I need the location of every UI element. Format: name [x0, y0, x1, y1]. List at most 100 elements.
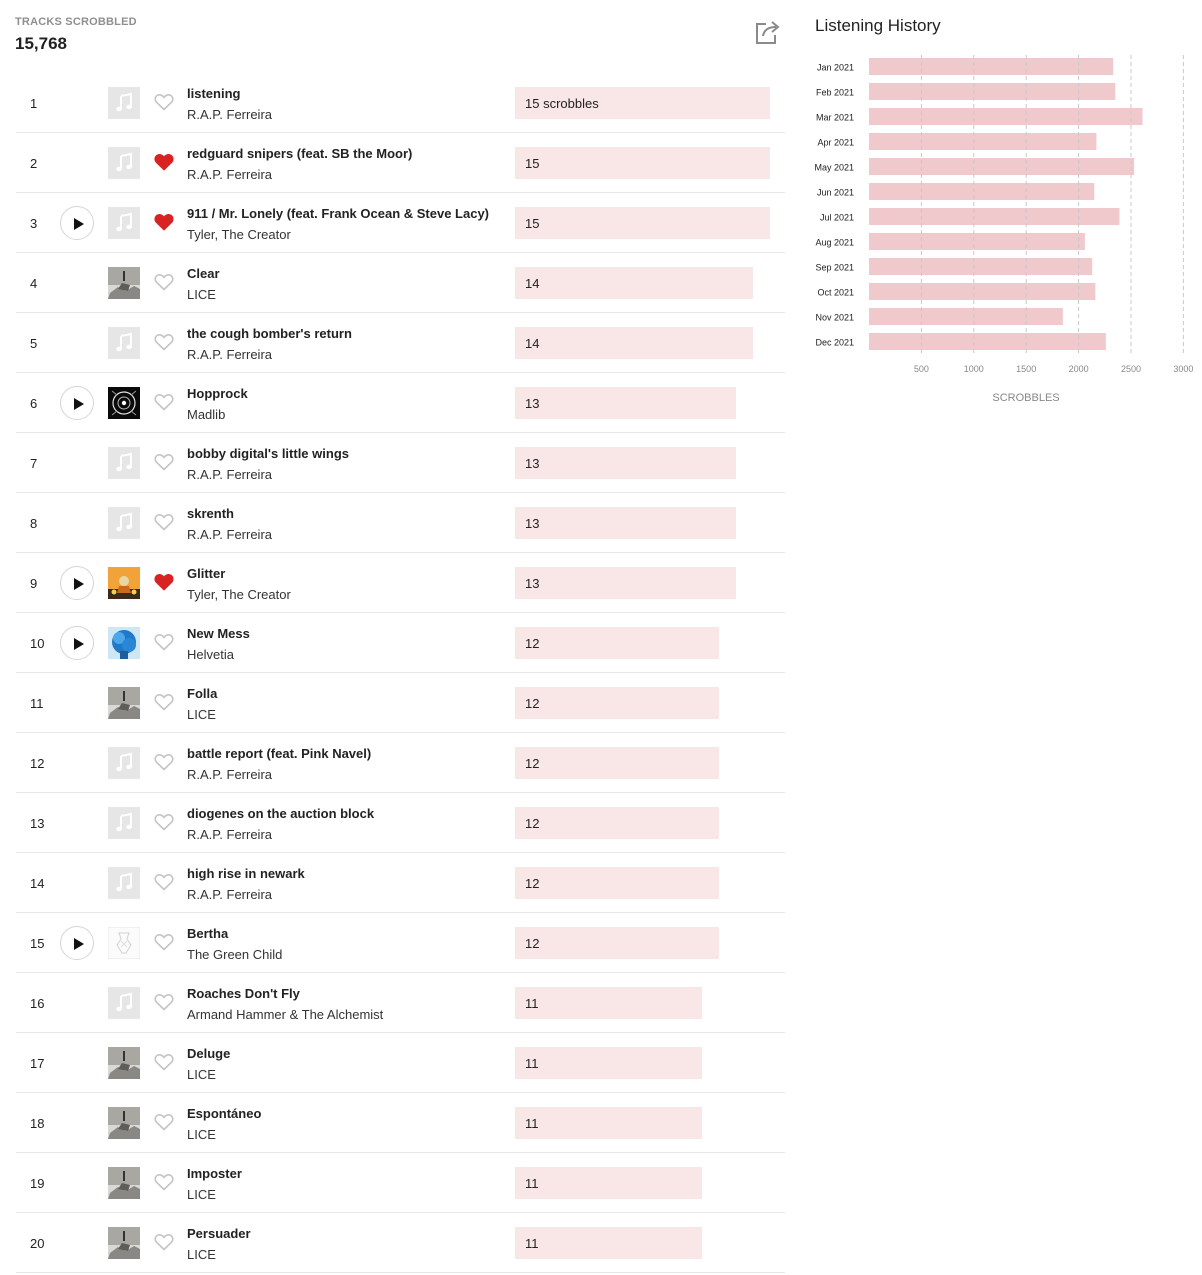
track-artist[interactable]: LICE: [187, 1127, 216, 1142]
track-name[interactable]: high rise in newark: [187, 866, 305, 881]
history-bar[interactable]: [869, 183, 1095, 200]
track-artist[interactable]: R.A.P. Ferreira: [187, 527, 273, 542]
heart-icon[interactable]: [154, 393, 174, 411]
track-name[interactable]: Espontáneo: [187, 1106, 262, 1121]
album-art[interactable]: [108, 507, 140, 539]
heart-icon[interactable]: [154, 993, 174, 1011]
track-artist[interactable]: LICE: [187, 1247, 216, 1262]
scrobble-count-bar[interactable]: 12: [515, 747, 719, 779]
history-bar[interactable]: [869, 133, 1097, 150]
album-art[interactable]: [108, 1107, 140, 1139]
play-button[interactable]: [60, 626, 94, 660]
album-art[interactable]: [108, 567, 140, 599]
album-art[interactable]: [108, 927, 140, 959]
scrobble-count-bar[interactable]: 12: [515, 927, 719, 959]
track-name[interactable]: Roaches Don't Fly: [187, 986, 300, 1001]
track-name[interactable]: Hopprock: [187, 386, 248, 401]
loved-heart-icon[interactable]: [154, 573, 174, 591]
scrobble-count-bar[interactable]: 11: [515, 1107, 702, 1139]
track-artist[interactable]: R.A.P. Ferreira: [187, 887, 273, 902]
heart-icon[interactable]: [154, 633, 174, 651]
heart-icon[interactable]: [154, 1173, 174, 1191]
scrobble-count-bar[interactable]: 13: [515, 507, 736, 539]
album-art[interactable]: [108, 1227, 140, 1259]
share-button[interactable]: [752, 17, 782, 47]
heart-icon[interactable]: [154, 273, 174, 291]
track-name[interactable]: skrenth: [187, 506, 234, 521]
track-artist[interactable]: The Green Child: [187, 947, 283, 962]
scrobble-count-bar[interactable]: 12: [515, 687, 719, 719]
history-bar[interactable]: [869, 83, 1116, 100]
scrobble-count-bar[interactable]: 12: [515, 807, 719, 839]
track-artist[interactable]: LICE: [187, 1187, 216, 1202]
scrobble-count-bar[interactable]: 12: [515, 867, 719, 899]
track-name[interactable]: Glitter: [187, 566, 226, 581]
history-bar[interactable]: [869, 283, 1096, 300]
track-name[interactable]: New Mess: [187, 626, 250, 641]
album-art[interactable]: [108, 147, 140, 179]
scrobble-count-bar[interactable]: 13: [515, 447, 736, 479]
history-bar[interactable]: [869, 233, 1085, 250]
loved-heart-icon[interactable]: [154, 213, 174, 231]
track-name[interactable]: redguard snipers (feat. SB the Moor): [187, 146, 413, 161]
track-artist[interactable]: LICE: [187, 287, 216, 302]
track-artist[interactable]: Madlib: [187, 407, 226, 422]
heart-icon[interactable]: [154, 873, 174, 891]
track-name[interactable]: diogenes on the auction block: [187, 806, 375, 821]
scrobble-count-bar[interactable]: 15: [515, 147, 770, 179]
heart-icon[interactable]: [154, 1053, 174, 1071]
track-artist[interactable]: R.A.P. Ferreira: [187, 827, 273, 842]
track-artist[interactable]: R.A.P. Ferreira: [187, 467, 273, 482]
play-button[interactable]: [60, 386, 94, 420]
heart-icon[interactable]: [154, 813, 174, 831]
heart-icon[interactable]: [154, 1113, 174, 1131]
scrobble-count-bar[interactable]: 15 scrobbles: [515, 87, 770, 119]
history-bar[interactable]: [869, 333, 1106, 350]
track-name[interactable]: Clear: [187, 266, 220, 281]
play-button[interactable]: [60, 566, 94, 600]
scrobble-count-bar[interactable]: 11: [515, 987, 702, 1019]
scrobble-count-bar[interactable]: 13: [515, 387, 736, 419]
scrobble-count-bar[interactable]: 11: [515, 1047, 702, 1079]
album-art[interactable]: [108, 867, 140, 899]
track-name[interactable]: bobby digital's little wings: [187, 446, 349, 461]
album-art[interactable]: [108, 987, 140, 1019]
heart-icon[interactable]: [154, 933, 174, 951]
track-name[interactable]: Deluge: [187, 1046, 231, 1061]
track-artist[interactable]: R.A.P. Ferreira: [187, 767, 273, 782]
track-name[interactable]: listening: [187, 86, 241, 101]
album-art[interactable]: [108, 807, 140, 839]
album-art[interactable]: [108, 627, 140, 659]
album-art[interactable]: [108, 387, 140, 419]
album-art[interactable]: [108, 207, 140, 239]
heart-icon[interactable]: [154, 693, 174, 711]
track-artist[interactable]: R.A.P. Ferreira: [187, 347, 273, 362]
play-button[interactable]: [60, 206, 94, 240]
track-artist[interactable]: Armand Hammer & The Alchemist: [187, 1007, 384, 1022]
track-name[interactable]: battle report (feat. Pink Navel): [187, 746, 372, 761]
track-artist[interactable]: LICE: [187, 707, 216, 722]
track-name[interactable]: Bertha: [187, 926, 229, 941]
track-name[interactable]: Imposter: [187, 1166, 242, 1181]
album-art[interactable]: [108, 267, 140, 299]
history-bar[interactable]: [869, 208, 1120, 225]
scrobble-count-bar[interactable]: 13: [515, 567, 736, 599]
heart-icon[interactable]: [154, 513, 174, 531]
album-art[interactable]: [108, 687, 140, 719]
history-bar[interactable]: [869, 308, 1063, 325]
loved-heart-icon[interactable]: [154, 153, 174, 171]
scrobble-count-bar[interactable]: 11: [515, 1167, 702, 1199]
scrobble-count-bar[interactable]: 12: [515, 627, 719, 659]
heart-icon[interactable]: [154, 1233, 174, 1251]
scrobble-count-bar[interactable]: 14: [515, 267, 753, 299]
scrobble-count-bar[interactable]: 11: [515, 1227, 702, 1259]
history-bar[interactable]: [869, 58, 1114, 75]
play-button[interactable]: [60, 926, 94, 960]
album-art[interactable]: [108, 747, 140, 779]
album-art[interactable]: [108, 87, 140, 119]
history-bar[interactable]: [869, 108, 1143, 125]
scrobble-count-bar[interactable]: 14: [515, 327, 753, 359]
album-art[interactable]: [108, 447, 140, 479]
heart-icon[interactable]: [154, 753, 174, 771]
track-artist[interactable]: R.A.P. Ferreira: [187, 107, 273, 122]
